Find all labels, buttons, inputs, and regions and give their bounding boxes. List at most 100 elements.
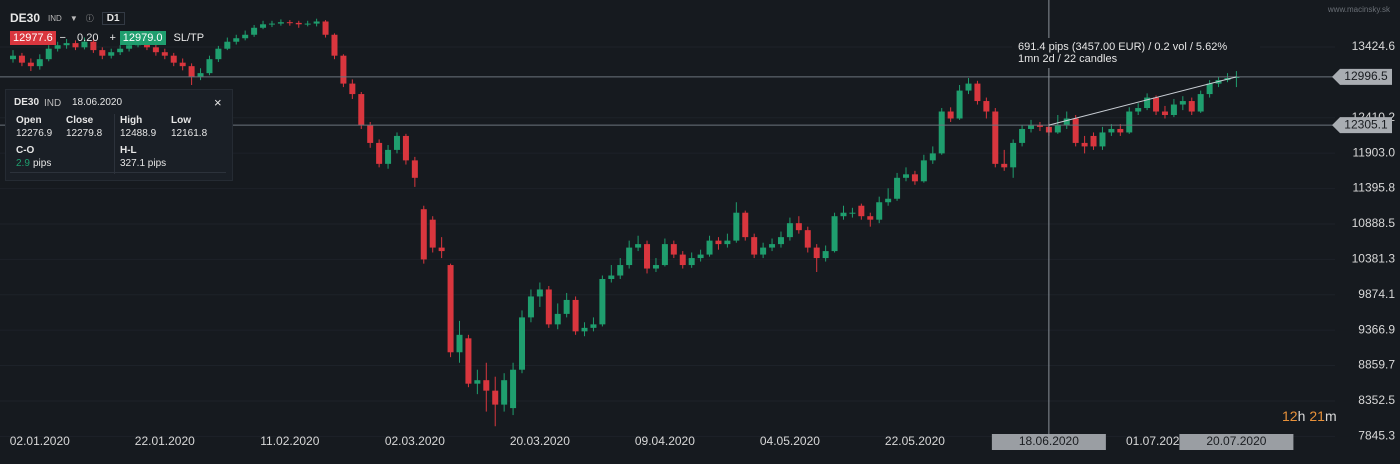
candle-body [1090, 135, 1097, 147]
candle-body [331, 34, 338, 56]
candle-body [876, 202, 883, 220]
minus-button[interactable]: − [59, 32, 66, 44]
close-icon[interactable]: × [214, 95, 222, 110]
candle-body [304, 23, 311, 25]
symbol[interactable]: DE30 [10, 11, 41, 25]
candle-body [554, 313, 561, 325]
candle-body [1188, 101, 1195, 112]
candle-body [715, 240, 722, 245]
hl-value: 327.1 pips [120, 158, 167, 169]
y-tick-label: 9366.9 [1358, 322, 1395, 336]
candle-body [1197, 94, 1204, 112]
candle-body [920, 160, 927, 182]
x-tick-label: 20.07.2020 [1206, 434, 1266, 448]
candle-body [545, 289, 552, 325]
candle-body [679, 254, 686, 266]
x-tick-label: 09.04.2020 [635, 434, 695, 448]
candle-body [581, 327, 588, 332]
x-tick-label: 22.01.2020 [135, 434, 195, 448]
candle-body [1161, 111, 1168, 116]
y-tick-label: 9874.1 [1358, 287, 1395, 301]
candle-body [929, 153, 936, 161]
candle-body [885, 198, 892, 203]
watermark: www.macinsky.sk [1327, 5, 1390, 14]
candle-body [769, 244, 776, 248]
info-icon[interactable]: ⓘ [85, 13, 94, 23]
plus-button[interactable]: + [109, 32, 116, 44]
candle-body [161, 52, 168, 56]
y-tick-label: 10888.5 [1352, 216, 1396, 230]
candle-body [617, 265, 624, 276]
x-label-highlight [991, 434, 1106, 450]
candle-body [608, 275, 615, 280]
countdown-part: h [1298, 408, 1306, 424]
candle-body [983, 101, 990, 112]
candle-body [251, 27, 258, 35]
candle-body [474, 380, 481, 384]
sell-price[interactable]: 12977.6 [10, 31, 56, 45]
y-tick-label: 11903.0 [1353, 145, 1396, 159]
candle-body [849, 212, 856, 214]
candle-body [456, 334, 463, 353]
y-tick-label: 8859.7 [1358, 358, 1395, 372]
candle-body [858, 205, 865, 217]
candle-body [804, 230, 811, 248]
candle-body [1036, 125, 1043, 127]
candle-body [965, 83, 972, 91]
y-tick-label: 10381.3 [1352, 252, 1396, 266]
high-value: 12488.9 [120, 128, 157, 139]
countdown-part: 21 [1309, 408, 1325, 424]
candle-body [117, 48, 124, 53]
candle-body [36, 59, 43, 67]
candle-body [1144, 97, 1151, 109]
candle-body [501, 380, 508, 405]
candle-body [447, 265, 454, 353]
candle-body [813, 247, 820, 259]
candle-body [974, 83, 981, 102]
candle-body [519, 317, 526, 370]
candle-body [1179, 101, 1186, 105]
candle-body [536, 289, 543, 297]
candle-body [670, 244, 677, 255]
candle-body [786, 223, 793, 238]
x-label-highlight [1179, 434, 1294, 450]
symbol-type: IND [48, 13, 62, 23]
candle-body [108, 52, 115, 56]
candle-body [483, 380, 490, 391]
candle-body [947, 111, 954, 119]
high-label: High [120, 115, 143, 126]
candle-body [795, 223, 802, 231]
candle-body [867, 216, 874, 220]
candle-body [10, 55, 16, 60]
co-label: C-O [16, 145, 35, 156]
candle-body [313, 21, 320, 24]
candle-body [126, 45, 133, 49]
candle-body [188, 66, 195, 77]
timeframe[interactable]: D1 [101, 11, 125, 25]
sltp-button[interactable]: SL/TP [173, 32, 205, 44]
candle-body [1170, 104, 1177, 116]
candle-body [903, 174, 909, 178]
candle-body [72, 43, 79, 48]
x-tick-label: 18.06.2020 [1019, 434, 1079, 448]
divider [10, 172, 226, 173]
candle-body [697, 254, 704, 259]
candle-body [268, 23, 275, 25]
candle-body [572, 299, 579, 332]
dropdown-arrow[interactable]: ▼ [69, 13, 78, 23]
candle-body [527, 296, 534, 318]
buy-price[interactable]: 12979.0 [119, 31, 166, 45]
candle-body [938, 111, 945, 154]
info-type: IND [44, 98, 62, 109]
price-label-box [1332, 117, 1392, 134]
candle-body [1001, 163, 1008, 168]
candle-body [286, 22, 293, 24]
candle-body [510, 369, 517, 409]
countdown-part: 12 [1282, 408, 1298, 424]
x-tick-label: 02.03.2020 [385, 434, 445, 448]
candle-body [18, 55, 25, 63]
candle-body [197, 73, 204, 77]
volume[interactable]: 0.20 [77, 32, 99, 44]
candle-body [45, 48, 52, 60]
candle-body [742, 212, 749, 238]
